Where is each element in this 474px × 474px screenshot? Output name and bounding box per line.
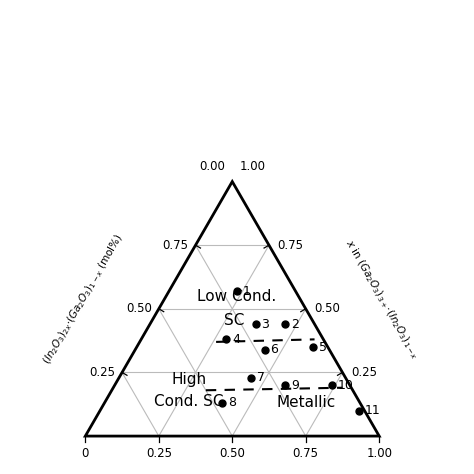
Text: 0.25: 0.25 bbox=[351, 366, 377, 379]
Text: 7: 7 bbox=[257, 371, 265, 384]
Text: High: High bbox=[171, 372, 207, 387]
Text: 0: 0 bbox=[82, 447, 89, 459]
Text: Metallic: Metallic bbox=[276, 395, 336, 410]
Text: 1.00: 1.00 bbox=[239, 160, 265, 173]
Text: 0.50: 0.50 bbox=[126, 302, 152, 315]
Text: 1.00: 1.00 bbox=[366, 447, 392, 459]
Text: Low Cond.: Low Cond. bbox=[197, 290, 276, 304]
Text: 9: 9 bbox=[291, 379, 299, 392]
Text: 5: 5 bbox=[319, 340, 327, 354]
Text: 0.00: 0.00 bbox=[199, 160, 225, 173]
Text: SC: SC bbox=[224, 313, 244, 328]
Text: 8: 8 bbox=[228, 396, 236, 410]
Text: Cond. SC: Cond. SC bbox=[154, 394, 224, 410]
Text: $(In_2O_3)_{2x}{\cdot}(Ga_2O_3)_{1-x}$ (mol%): $(In_2O_3)_{2x}{\cdot}(Ga_2O_3)_{1-x}$ (… bbox=[40, 231, 126, 367]
Text: 1: 1 bbox=[242, 284, 250, 298]
Text: 0.50: 0.50 bbox=[314, 302, 340, 315]
Text: $x$ in $(Ga_2O_3)_{3+}{\cdot}(In_2O_3)_{1-x}$: $x$ in $(Ga_2O_3)_{3+}{\cdot}(In_2O_3)_{… bbox=[342, 237, 421, 362]
Text: 6: 6 bbox=[270, 343, 278, 356]
Text: 0.75: 0.75 bbox=[163, 239, 188, 252]
Text: 3: 3 bbox=[262, 318, 269, 330]
Text: 0.75: 0.75 bbox=[293, 447, 319, 459]
Text: 0.25: 0.25 bbox=[89, 366, 115, 379]
Text: 0.25: 0.25 bbox=[146, 447, 172, 459]
Text: 0.75: 0.75 bbox=[277, 239, 303, 252]
Text: 10: 10 bbox=[338, 379, 354, 392]
Text: 11: 11 bbox=[365, 404, 380, 417]
Text: 2: 2 bbox=[291, 318, 299, 330]
Text: 4: 4 bbox=[232, 333, 240, 346]
Text: 0.50: 0.50 bbox=[219, 447, 245, 459]
